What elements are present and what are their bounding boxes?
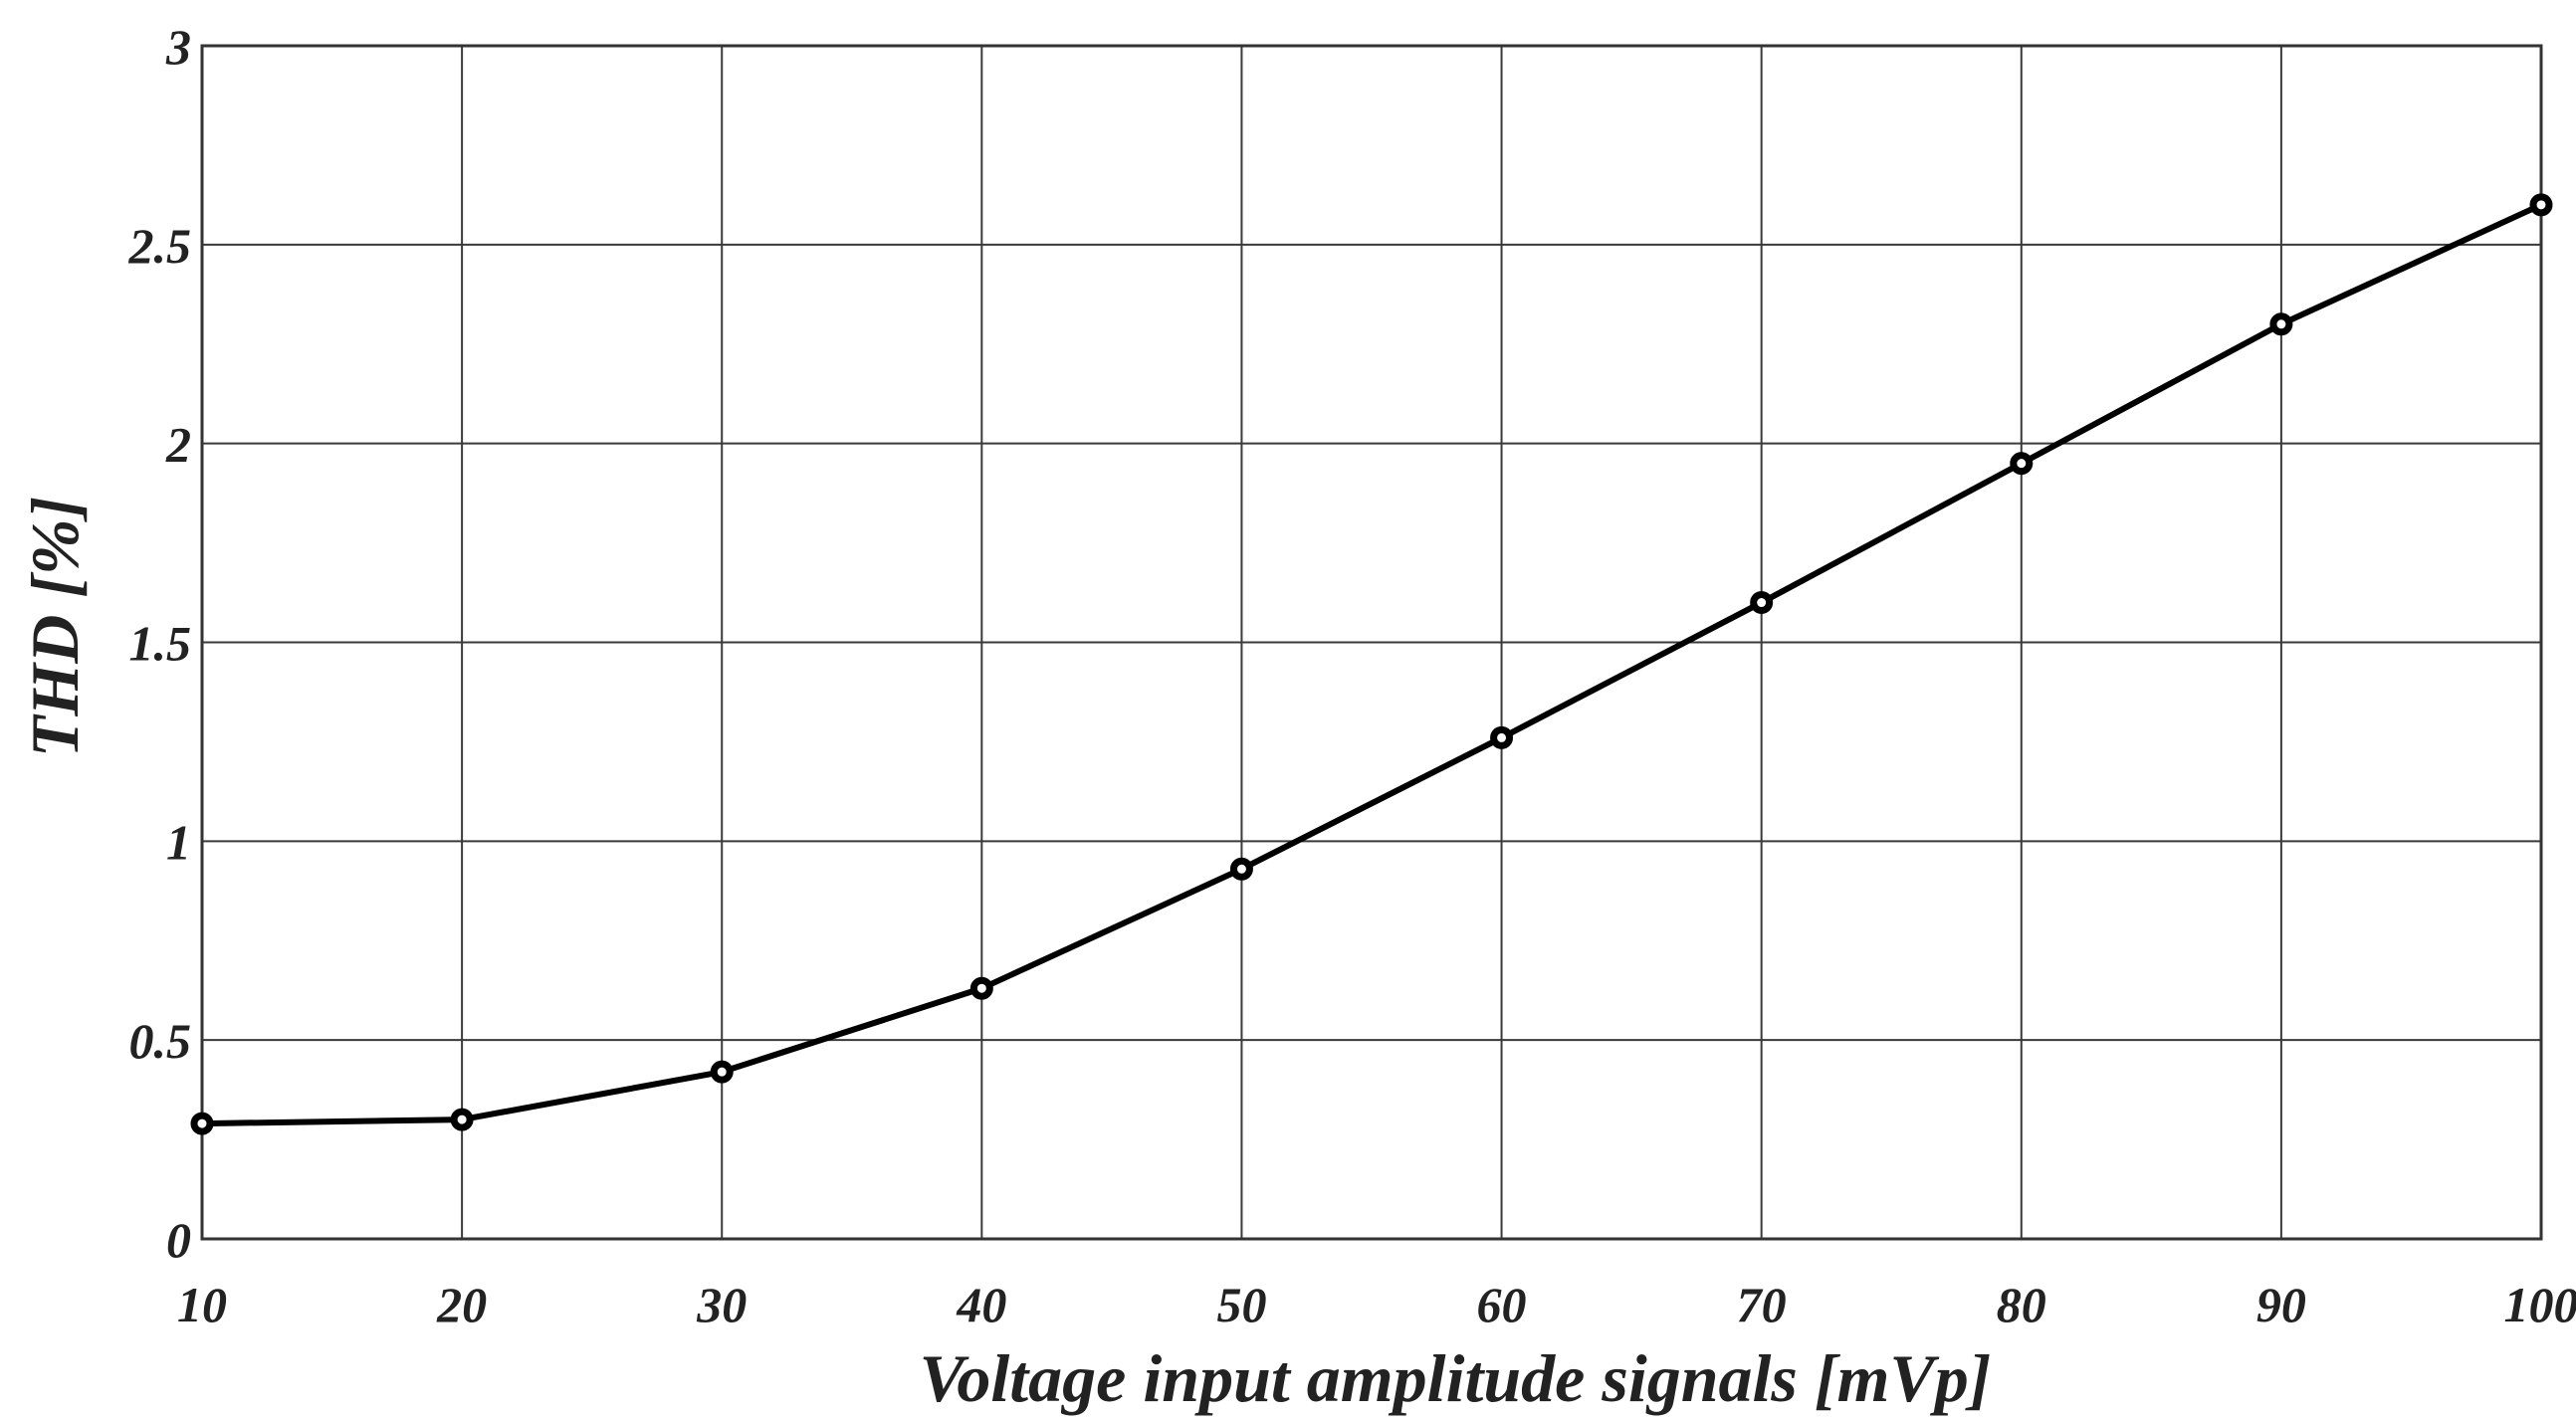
x-tick-label: 20 [436,1277,487,1332]
x-tick-label: 10 [177,1277,227,1332]
y-tick-label: 0 [166,1212,191,1268]
x-tick-label: 40 [956,1277,1006,1332]
x-tick-label: 70 [1737,1277,1787,1332]
data-point-marker [190,1112,214,1135]
data-point-marker [969,976,993,1000]
data-point-marker [710,1060,734,1084]
x-tick-label: 80 [1997,1277,2046,1332]
x-tick-label: 50 [1216,1277,1266,1332]
y-tick-label: 1.5 [129,616,192,672]
x-axis-label: Voltage input amplitude signals [mVp] [920,1340,1992,1416]
plot-frame [200,44,2543,1241]
x-tick-label: 100 [2504,1277,2576,1332]
tick-labels: 10 20 30 40 50 60 70 80 90 100 0 0.5 1 1.5 2 2.5 3 [128,19,2576,1332]
data-point-marker [1229,857,1253,881]
data-point-marker [450,1108,474,1131]
grid-layer [201,45,2542,1240]
y-axis-label: THD [%] [17,497,93,757]
x-tick-label: 30 [696,1277,747,1332]
y-tick-label: 3 [165,19,191,75]
y-tick-label: 0.5 [129,1013,192,1069]
y-tick-label: 1 [166,814,191,870]
data-point-marker [1750,591,1774,615]
x-tick-label: 60 [1477,1277,1527,1332]
data-point-marker [2529,193,2553,217]
y-tick-label: 2 [165,417,191,473]
data-point-marker [2269,312,2293,336]
y-tick-label: 2.5 [128,218,192,274]
x-tick-label: 90 [2256,1277,2306,1332]
series-line [199,201,2544,1127]
data-point-marker [1490,725,1514,749]
series-layer [190,193,2553,1135]
plot-border [200,44,2543,1241]
data-point-marker [2010,452,2034,476]
